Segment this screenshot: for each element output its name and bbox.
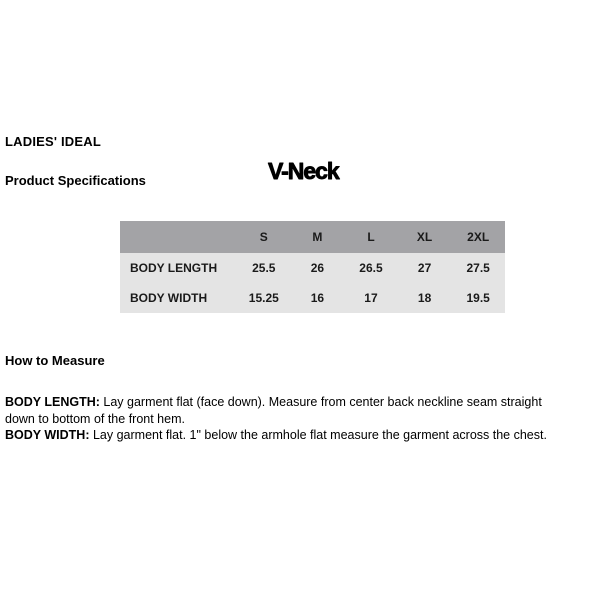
svg-text:V-Neck: V-Neck (268, 158, 340, 184)
